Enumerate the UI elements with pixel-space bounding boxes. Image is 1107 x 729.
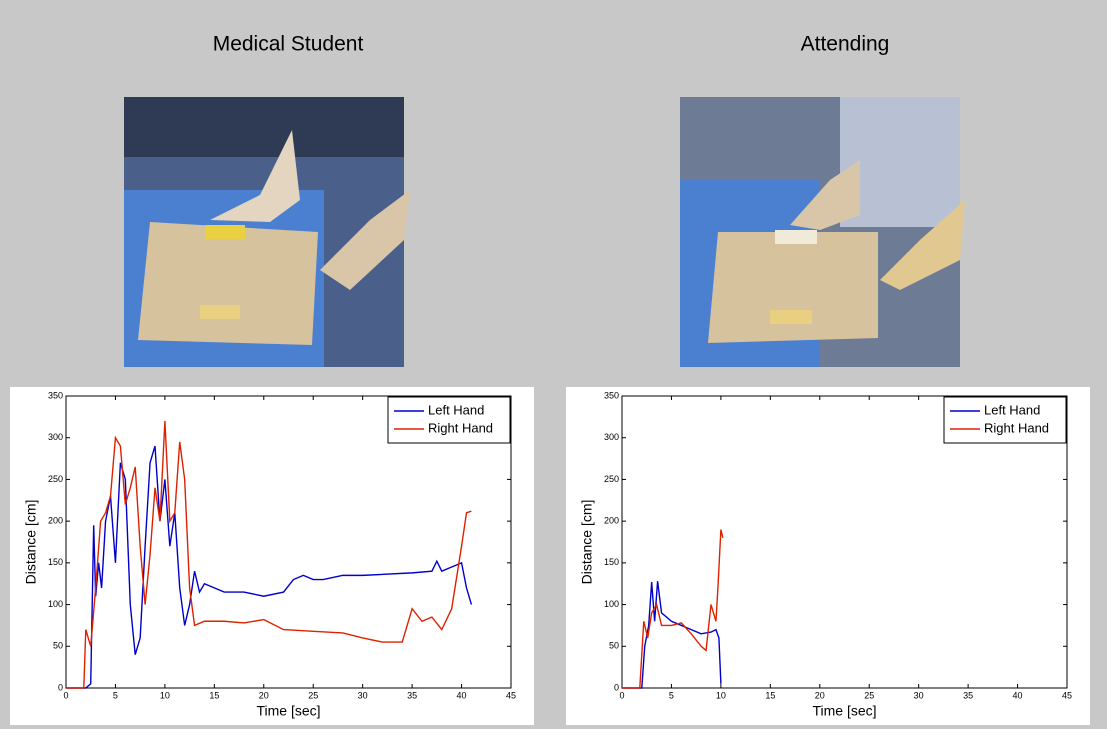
x-tick-label: 20 — [259, 690, 269, 700]
x-tick-label: 25 — [864, 690, 874, 700]
panel-title: Medical Student — [213, 33, 364, 56]
video-frame — [124, 97, 410, 367]
legend-label: Right Hand — [984, 420, 1049, 435]
y-axis-label: Distance [cm] — [579, 500, 595, 585]
y-tick-label: 150 — [48, 557, 63, 567]
x-tick-label: 20 — [815, 690, 825, 700]
x-tick-label: 0 — [619, 690, 624, 700]
x-tick-label: 30 — [358, 690, 368, 700]
x-tick-label: 45 — [506, 690, 516, 700]
y-tick-label: 250 — [604, 474, 619, 484]
panel-title: Attending — [801, 33, 890, 56]
x-tick-label: 35 — [407, 690, 417, 700]
y-tick-label: 150 — [604, 557, 619, 567]
y-tick-label: 300 — [48, 432, 63, 442]
x-axis-label: Time [sec] — [812, 703, 876, 719]
x-tick-label: 40 — [1013, 690, 1023, 700]
y-tick-label: 100 — [48, 599, 63, 609]
video-frame — [680, 97, 965, 367]
data-line — [66, 420, 472, 689]
x-tick-label: 10 — [716, 690, 726, 700]
y-tick-label: 0 — [58, 682, 63, 692]
x-tick-label: 10 — [160, 690, 170, 700]
y-tick-label: 200 — [48, 516, 63, 526]
x-tick-label: 0 — [63, 690, 68, 700]
x-axis-label: Time [sec] — [256, 703, 320, 719]
x-tick-label: 45 — [1062, 690, 1072, 700]
legend-label: Left Hand — [428, 402, 484, 417]
legend-label: Left Hand — [984, 402, 1040, 417]
x-tick-label: 5 — [113, 690, 118, 700]
y-tick-label: 300 — [604, 432, 619, 442]
y-tick-label: 50 — [53, 641, 63, 651]
legend-box — [387, 396, 511, 444]
x-tick-label: 30 — [914, 690, 924, 700]
x-tick-label: 15 — [765, 690, 775, 700]
x-tick-label: 5 — [669, 690, 674, 700]
data-line — [622, 529, 724, 689]
data-line — [66, 445, 473, 689]
y-tick-label: 200 — [604, 516, 619, 526]
x-tick-label: 35 — [963, 690, 973, 700]
y-tick-label: 50 — [609, 641, 619, 651]
y-axis-label: Distance [cm] — [23, 500, 39, 585]
y-tick-label: 0 — [614, 682, 619, 692]
x-tick-label: 40 — [457, 690, 467, 700]
legend-label: Right Hand — [428, 420, 493, 435]
y-tick-label: 350 — [48, 390, 63, 400]
x-tick-label: 15 — [209, 690, 219, 700]
x-tick-label: 25 — [308, 690, 318, 700]
y-tick-label: 350 — [604, 390, 619, 400]
legend-box — [943, 396, 1067, 444]
y-tick-label: 100 — [604, 599, 619, 609]
y-tick-label: 250 — [48, 474, 63, 484]
